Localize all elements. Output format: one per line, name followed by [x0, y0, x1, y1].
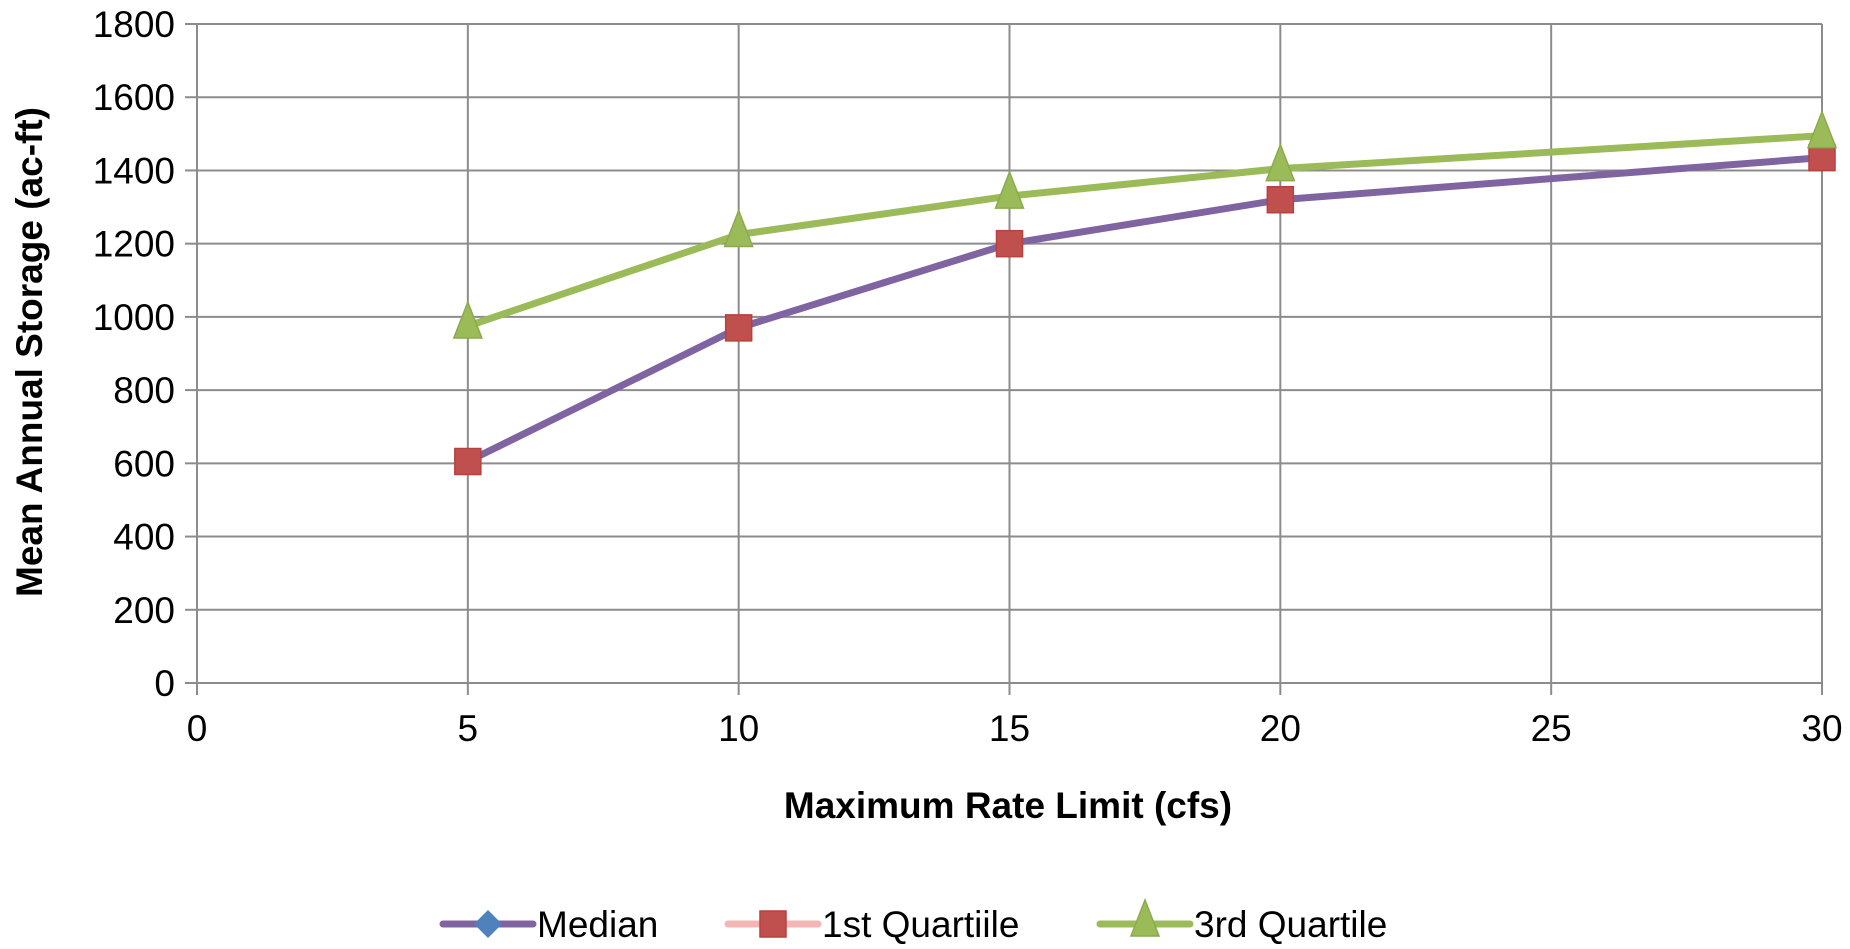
data-point-3rd-quartile [452, 299, 483, 339]
data-point-3rd-quartile [723, 208, 754, 248]
y-tick-label: 800 [113, 370, 175, 411]
tick-labels: 0 200 400 600 800 1000 1200 1400 1600 1800 0 5 10 15 2… [93, 4, 1843, 749]
data-point-1st-quartiile [454, 447, 482, 476]
x-tick-label: 5 [458, 708, 479, 749]
data-point-1st-quartiile [995, 229, 1024, 258]
legend-marker-median [474, 910, 502, 938]
legend-marker-1st-quartiile [759, 910, 787, 938]
data-markers [452, 109, 1838, 476]
data-point-3rd-quartile [1806, 109, 1838, 149]
y-tick-label: 1600 [93, 77, 175, 118]
data-point-3rd-quartile [1265, 142, 1296, 182]
legend: Median 1st Quartiile 3rd Quartile [439, 897, 1387, 945]
x-tick-label: 10 [718, 708, 759, 749]
legend-label-1st-quartiile: 1st Quartiile [822, 904, 1019, 944]
x-tick-label: 30 [1801, 708, 1842, 749]
legend-label-3rd-quartile: 3rd Quartile [1194, 904, 1387, 944]
axes [185, 23, 1823, 695]
legend-marker-3rd-quartile [1129, 897, 1161, 937]
grid-lines [196, 23, 1823, 684]
y-tick-label: 200 [113, 590, 175, 631]
x-tick-label: 20 [1260, 708, 1301, 749]
y-axis-title: Mean Annual Storage (ac-ft) [9, 107, 50, 597]
y-tick-label: 1800 [93, 4, 175, 45]
data-point-3rd-quartile [994, 170, 1025, 209]
x-tick-label: 15 [989, 708, 1030, 749]
x-tick-label: 0 [187, 708, 208, 749]
y-tick-label: 400 [113, 517, 175, 558]
data-point-1st-quartiile [1266, 185, 1295, 214]
data-point-1st-quartiile [724, 314, 753, 342]
y-tick-label: 1200 [93, 224, 175, 265]
y-tick-label: 600 [113, 443, 175, 484]
data-point-1st-quartiile [1808, 143, 1836, 172]
data-series [464, 132, 1826, 466]
series-line-median [464, 154, 1826, 466]
y-tick-label: 1000 [93, 297, 175, 338]
y-tick-label: 1400 [93, 150, 175, 191]
legend-label-median: Median [537, 904, 658, 944]
y-tick-label: 0 [154, 663, 175, 704]
x-axis-title: Maximum Rate Limit (cfs) [784, 785, 1232, 826]
series-line-3rd-quartile [464, 132, 1826, 330]
x-tick-label: 25 [1531, 708, 1572, 749]
